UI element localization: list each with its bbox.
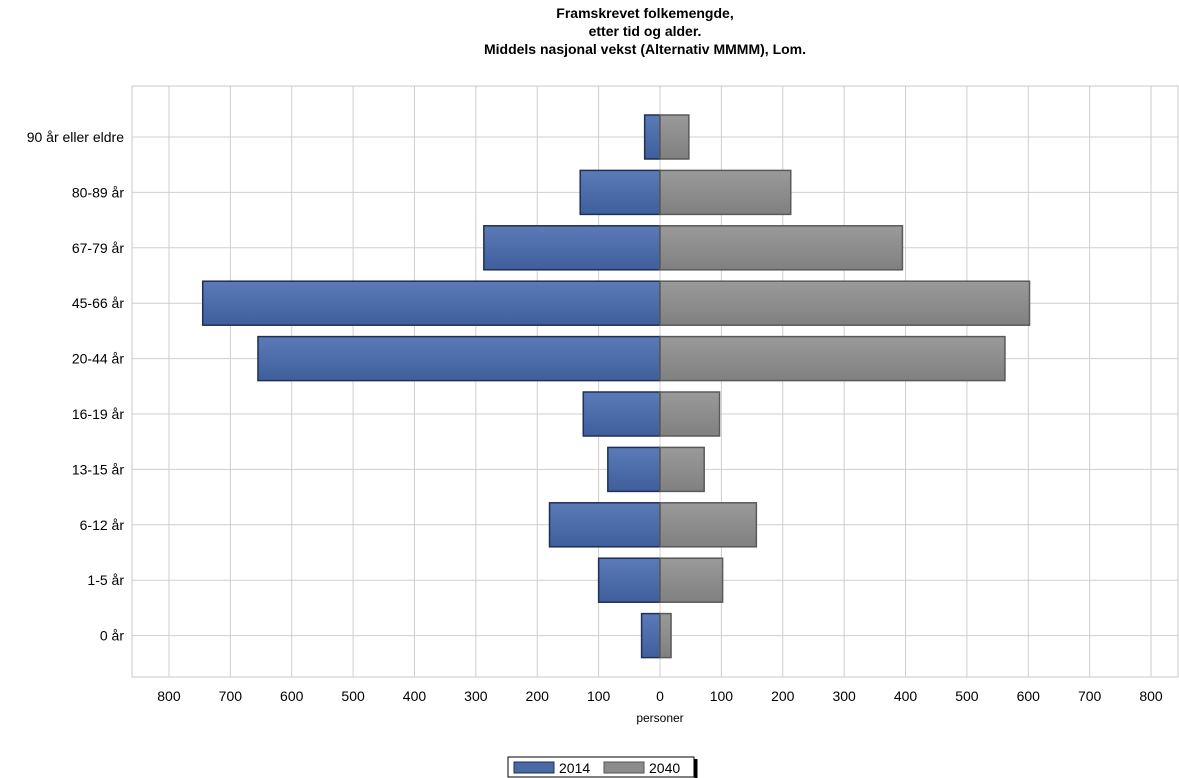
bar-2014-80-89-r xyxy=(579,169,661,216)
x-tick-label: 200 xyxy=(526,688,550,704)
category-label: 16-19 år xyxy=(72,406,124,422)
x-tick-label: 500 xyxy=(955,688,979,704)
bar-2014-45-66-r xyxy=(201,280,661,326)
x-tick-label: 400 xyxy=(894,688,918,704)
bar-2040-67-79-r xyxy=(659,225,904,271)
bar-2040-6-12-r xyxy=(659,502,758,548)
category-label: 67-79 år xyxy=(72,240,124,256)
x-tick-label: 400 xyxy=(403,688,427,704)
category-label: 45-66 år xyxy=(72,295,124,311)
legend-swatch-2014 xyxy=(513,761,555,774)
x-tick-label: 500 xyxy=(341,688,365,704)
x-tick-label: 100 xyxy=(587,688,611,704)
bar-2014-6-12-r xyxy=(548,502,661,548)
bar-2040-90-r-eller-eldre xyxy=(659,114,690,160)
category-labels: 90 år eller eldre 80-89 år 67-79 år 45-66 å… xyxy=(27,129,125,644)
bar-2040-13-15-r xyxy=(659,446,705,493)
category-label: 80-89 år xyxy=(72,184,124,200)
x-tick-label: 800 xyxy=(1139,688,1163,704)
chart-title: Framskrevet folkemengde, etter tid og al… xyxy=(484,5,806,57)
category-label: 13-15 år xyxy=(72,461,124,477)
bar-2014-67-79-r xyxy=(483,225,661,271)
x-tick-label: 300 xyxy=(832,688,856,704)
legend-label-2014: 2014 xyxy=(559,760,590,776)
x-tick-label: 100 xyxy=(710,688,734,704)
x-tick-label: 800 xyxy=(157,688,181,704)
bar-2040-45-66-r xyxy=(659,280,1031,326)
chart-title-line-1: Framskrevet folkemengde, xyxy=(556,5,733,21)
legend-label-2040: 2040 xyxy=(649,760,680,776)
bar-2014-13-15-r xyxy=(607,446,661,493)
category-label: 20-44 år xyxy=(72,351,124,367)
category-label: 1-5 år xyxy=(87,572,124,588)
bars xyxy=(201,114,1031,659)
category-label: 90 år eller eldre xyxy=(27,129,124,145)
x-tick-label: 700 xyxy=(1078,688,1102,704)
chart-title-line-2: etter tid og alder. xyxy=(589,23,702,39)
bar-2014-16-19-r xyxy=(582,391,661,437)
bar-2014-90-r-eller-eldre xyxy=(643,114,661,160)
x-tick-labels: 800 700 600 500 400 300 200 100 0 100 200 300 400 500… xyxy=(157,688,1163,704)
bar-2040-20-44-r xyxy=(659,335,1006,382)
legend-swatch-2040 xyxy=(603,761,645,774)
bar-2014-0-r xyxy=(640,612,661,659)
x-tick-label: 600 xyxy=(1017,688,1041,704)
x-axis-title: personer xyxy=(636,711,683,725)
bar-2040-1-5-r xyxy=(659,557,724,603)
x-tick-label: 0 xyxy=(656,688,664,704)
x-tick-label: 200 xyxy=(771,688,795,704)
category-label: 6-12 år xyxy=(80,517,125,533)
legend: 2014 2040 xyxy=(507,756,698,778)
x-tick-label: 700 xyxy=(219,688,243,704)
bar-2040-0-r xyxy=(659,612,672,659)
bar-2014-1-5-r xyxy=(597,557,661,603)
x-tick-label: 600 xyxy=(280,688,304,704)
x-tick-label: 300 xyxy=(464,688,488,704)
category-label: 0 år xyxy=(100,628,124,644)
bar-2040-16-19-r xyxy=(659,391,721,437)
bar-2040-80-89-r xyxy=(659,169,792,216)
chart-title-line-3: Middels nasjonal vekst (Alternativ MMMM)… xyxy=(484,41,806,57)
bar-2014-20-44-r xyxy=(257,335,661,382)
